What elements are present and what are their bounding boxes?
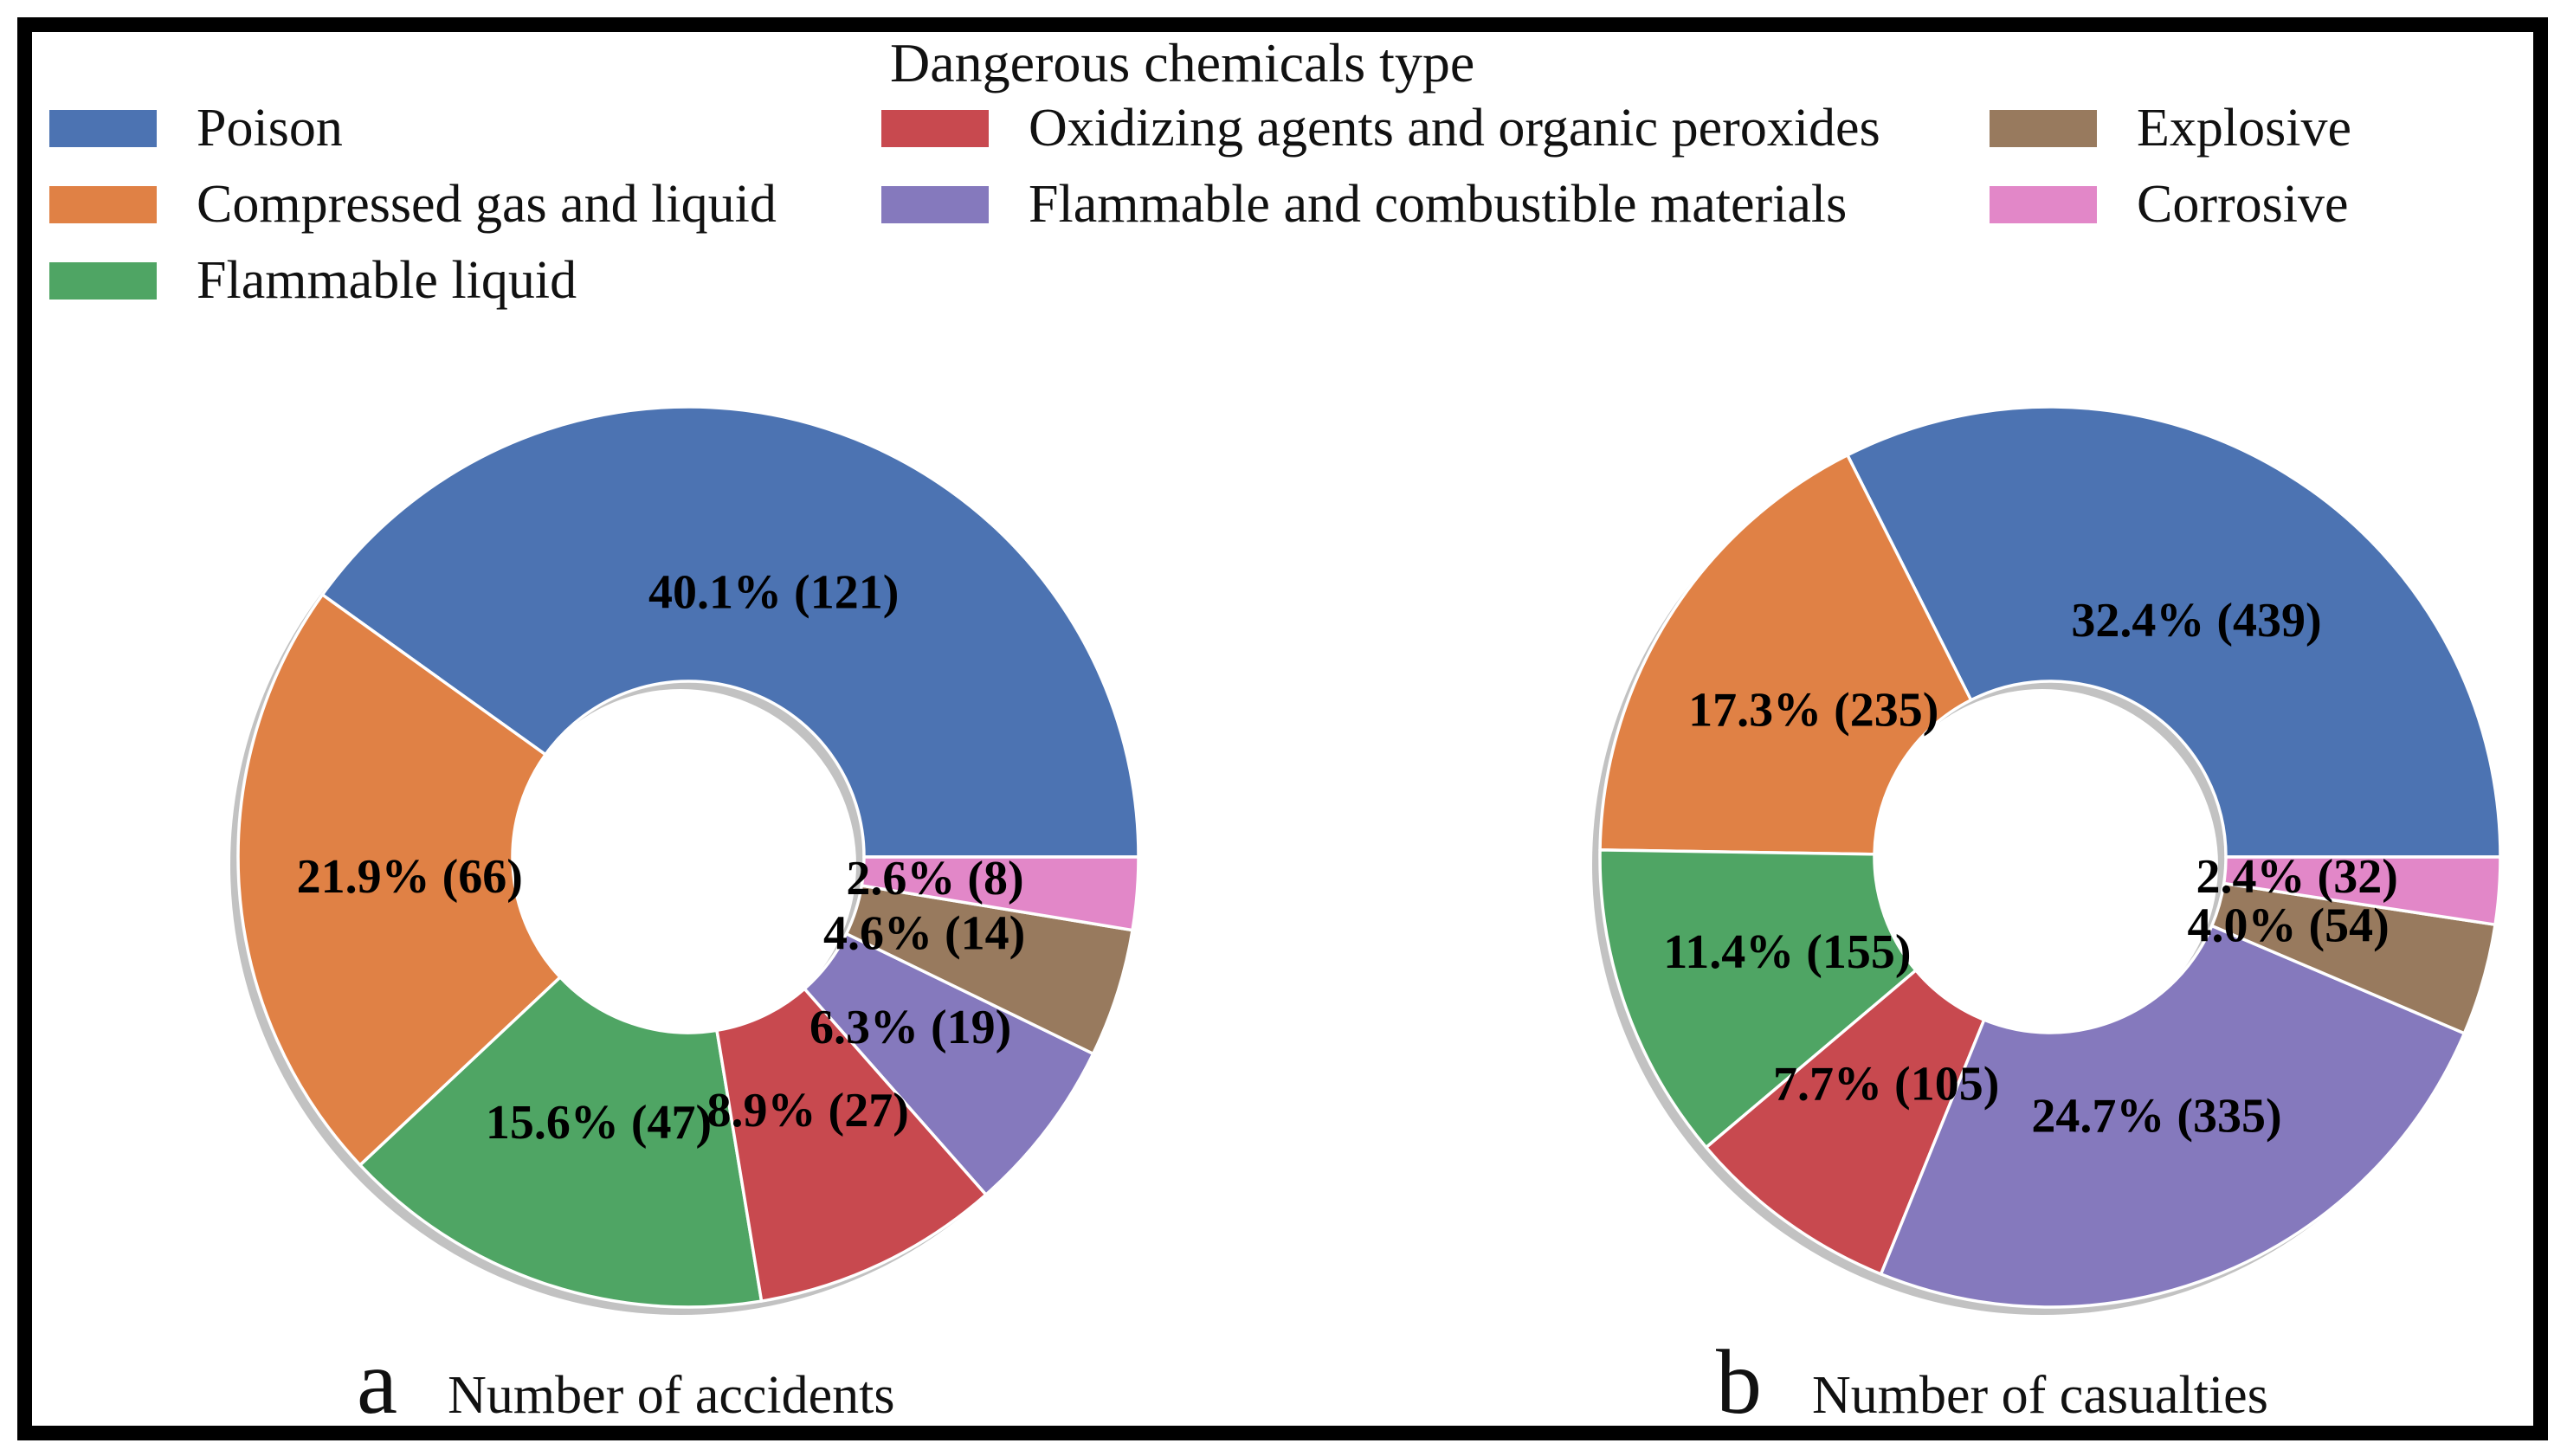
legend-label: Explosive [2137, 98, 2351, 158]
wedge-flammable-liquid [1598, 848, 1918, 1150]
legend-item-flammable-and-combustible-materials: Flammable and combustible materials [881, 166, 1880, 242]
legend-item-explosive: Explosive [1990, 90, 2351, 166]
slice-label-explosive: 4.0% (54) [2187, 899, 2389, 953]
legend-label: Compressed gas and liquid [197, 174, 777, 234]
slice-label-poison: 40.1% (121) [648, 566, 899, 620]
slice-label-corrosive: 2.4% (32) [2196, 850, 2398, 904]
legend-swatch-explosive [1990, 109, 2097, 147]
legend-swatch-corrosive [1990, 185, 2097, 223]
legend-item-oxidizing-agents-and-organic-peroxides: Oxidizing agents and organic peroxides [881, 90, 1880, 166]
panel-letter-b: b [1716, 1331, 1762, 1433]
slice-label-poison: 32.4% (439) [2071, 594, 2321, 647]
legend-item-corrosive: Corrosive [1990, 166, 2351, 242]
wedge-poison [1846, 405, 2502, 859]
caption-casualties: b Number of casualties [1716, 1337, 2268, 1428]
slice-label-compressed-gas-and-liquid: 17.3% (235) [1688, 683, 1938, 737]
wedge-flammable-liquid [358, 976, 764, 1309]
slice-label-oxidizing-agents-and-organic-peroxides: 8.9% (27) [707, 1084, 909, 1137]
legend-swatch-poison [49, 109, 157, 147]
wedge-compressed-gas-and-liquid [236, 593, 562, 1167]
wedge-corrosive [2222, 855, 2502, 926]
legend-swatch-oxidizing-agents-and-organic-peroxides [881, 109, 989, 147]
legend-label: Corrosive [2137, 174, 2349, 234]
legend-swatch-flammable-liquid [49, 261, 157, 300]
slice-label-compressed-gas-and-liquid: 21.9% (66) [297, 850, 523, 904]
caption-text-accidents: Number of accidents [448, 1366, 895, 1425]
wedge-poison [320, 405, 1140, 859]
legend-column-2: Oxidizing agents and organic peroxides Fl… [881, 90, 1880, 242]
legend-label: Poison [197, 98, 343, 158]
legend-swatch-compressed-gas-and-liquid [49, 185, 157, 223]
wedge-flammable-and-combustible-materials [1879, 924, 2467, 1309]
wedge-corrosive [860, 855, 1140, 932]
slice-label-flammable-liquid: 15.6% (47) [486, 1096, 712, 1150]
legend-column-3: Explosive Corrosive [1990, 90, 2351, 242]
donut-chart-casualties: 32.4% (439) 17.3% (235) 11.4% (155) 7.7% (1… [1592, 405, 2502, 1315]
panel-letter-a: a [357, 1331, 398, 1433]
slice-label-corrosive: 2.6% (8) [846, 852, 1023, 905]
legend-item-flammable-liquid: Flammable liquid [49, 242, 777, 319]
slice-label-explosive: 4.6% (14) [823, 906, 1025, 960]
legend-column-1: Poison Compressed gas and liquid Flammable… [49, 90, 777, 319]
legend-item-compressed-gas-and-liquid: Compressed gas and liquid [49, 166, 777, 242]
slice-label-oxidizing-agents-and-organic-peroxides: 7.7% (105) [1773, 1058, 1999, 1111]
legend-swatch-flammable-and-combustible-materials [881, 185, 989, 223]
caption-text-casualties: Number of casualties [1812, 1366, 2268, 1425]
slice-label-flammable-liquid: 11.4% (155) [1663, 925, 1911, 979]
donut-chart-accidents: 40.1% (121) 21.9% (66) 15.6% (47)8.9% (27)… [230, 405, 1140, 1315]
caption-accidents: a Number of accidents [357, 1337, 895, 1428]
legend-title: Dangerous chemicals type [890, 32, 1475, 93]
wedge-compressed-gas-and-liquid [1598, 453, 1973, 856]
legend-label: Flammable and combustible materials [1029, 174, 1848, 234]
legend-item-poison: Poison [49, 90, 777, 166]
wedge-oxidizing-agents-and-organic-peroxides [715, 987, 988, 1303]
slice-label-flammable-and-combustible-materials: 24.7% (335) [2031, 1090, 2281, 1144]
wedge-oxidizing-agents-and-organic-peroxides [1704, 969, 1986, 1276]
slice-label-flammable-and-combustible-materials: 6.3% (19) [809, 1001, 1011, 1054]
legend-label: Flammable liquid [197, 250, 577, 310]
legend-label: Oxidizing agents and organic peroxides [1029, 98, 1880, 158]
